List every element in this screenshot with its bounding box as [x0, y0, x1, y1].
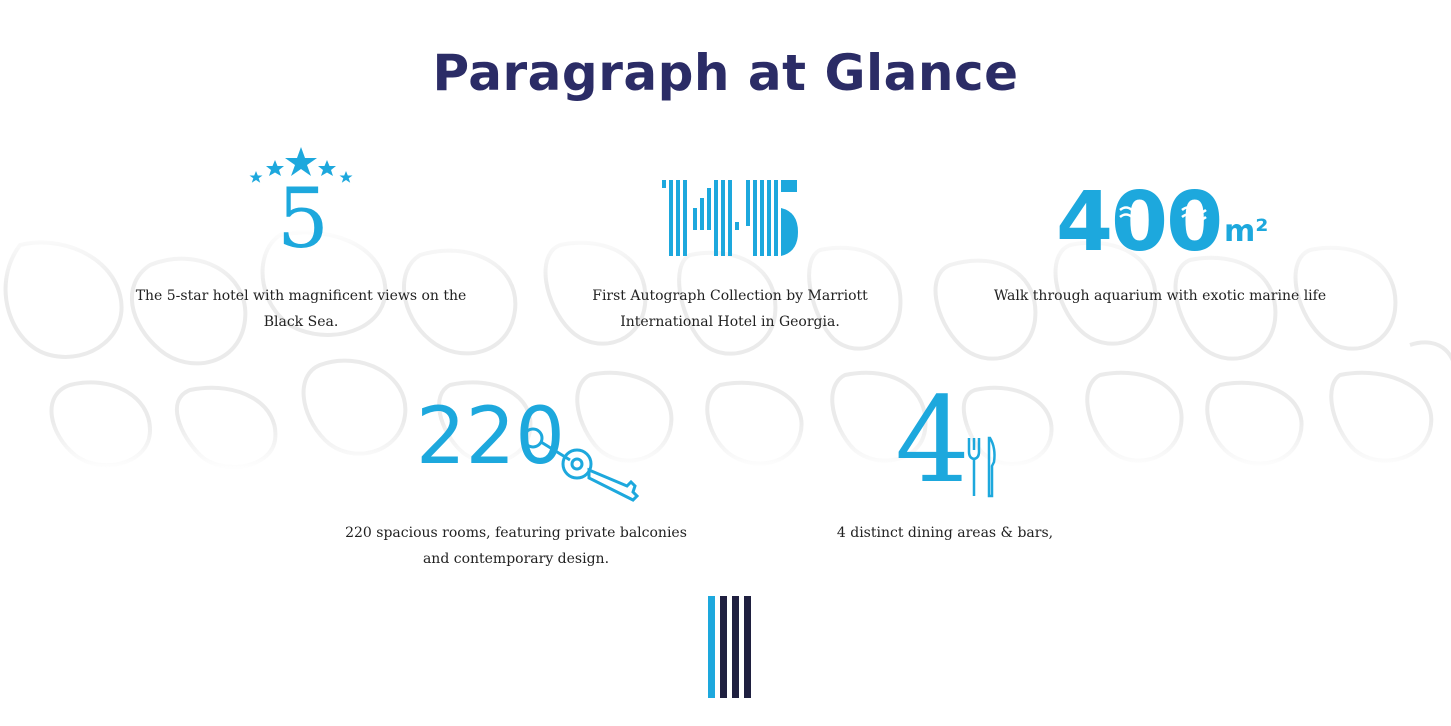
caption-line: International Hotel in Georgia.	[620, 314, 840, 330]
stat-unit-m2: m²	[1224, 214, 1269, 249]
stat-number-4: 4	[895, 371, 971, 509]
room-key-icon	[522, 427, 640, 502]
caption-line: Black Sea.	[263, 314, 339, 330]
caption-line: Walk through aquarium with exotic marine…	[993, 288, 1327, 304]
fork-knife-icon	[967, 436, 996, 498]
five-stars-icon	[249, 147, 353, 183]
caption-line: 4 distinct dining areas & bars,	[836, 525, 1054, 541]
stat-number-5: 5	[276, 172, 330, 267]
vertical-bars-icon	[708, 596, 751, 698]
caption-line: 220 spacious rooms, featuring private ba…	[345, 525, 687, 541]
page-title: Paragraph at Glance	[432, 43, 1019, 102]
striped-145-icon	[662, 180, 798, 256]
caption-line: and contemporary design.	[422, 551, 610, 567]
stone-pattern-background	[0, 225, 1451, 470]
stat-number-400: 400	[1056, 175, 1223, 270]
stat-number-220: 220	[416, 392, 565, 482]
caption-line: First Autograph Collection by Marriott	[592, 288, 868, 304]
aquarium-wave-icon	[1119, 206, 1207, 221]
caption-line: The 5-star hotel with magnificent views …	[135, 288, 467, 304]
